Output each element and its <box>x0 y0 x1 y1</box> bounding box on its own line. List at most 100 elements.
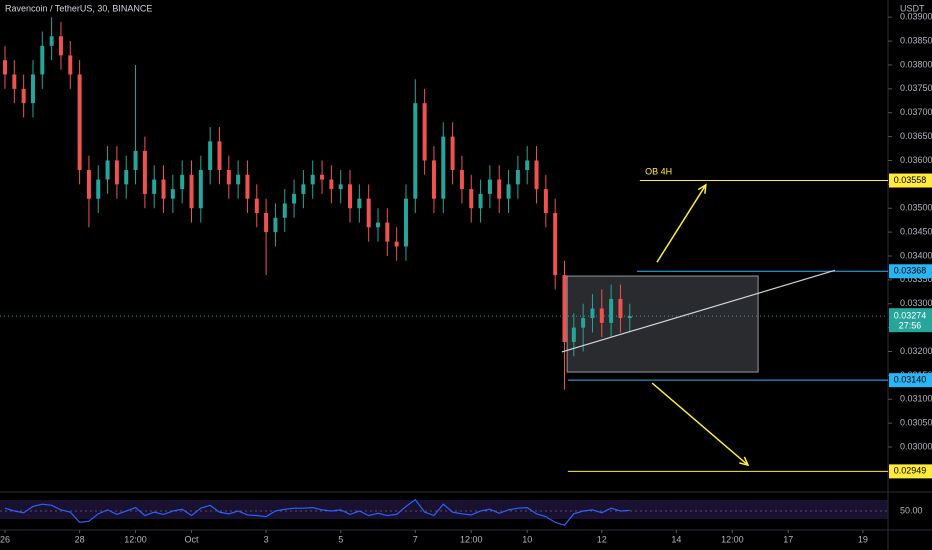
candle-body <box>403 198 408 247</box>
candle-body <box>198 170 203 209</box>
candle-body <box>68 55 73 75</box>
candle-body <box>627 316 632 319</box>
candle-body <box>301 184 306 194</box>
candle-body <box>348 184 353 209</box>
price-label-bg <box>889 373 932 388</box>
y-tick-label: 0.03800 <box>900 59 932 69</box>
candle-body <box>320 174 325 180</box>
chart-title: Ravencoin / TetherUS, 30, BINANCE <box>5 3 152 13</box>
candle-body <box>534 160 539 190</box>
y-tick-label: 0.03900 <box>900 12 932 22</box>
candle-body <box>170 189 175 199</box>
candle-body <box>96 179 101 199</box>
x-tick-label: 5 <box>338 534 343 544</box>
candle-body <box>431 160 436 199</box>
candle-body <box>245 174 250 199</box>
candle-body <box>338 184 343 190</box>
y-tick-label: 0.03500 <box>900 203 932 213</box>
candle-body <box>217 141 222 171</box>
candle-body <box>254 198 259 214</box>
price-label: 0.03140 <box>894 375 927 385</box>
arrow-head <box>697 183 707 194</box>
x-tick-label: 12:00 <box>460 534 483 544</box>
candle-body <box>226 170 231 185</box>
candle-body <box>12 74 17 89</box>
candle-body <box>21 88 26 104</box>
y-tick-label: 0.03050 <box>900 418 932 428</box>
candle-body <box>375 222 380 228</box>
y-tick-label: 0.03450 <box>900 226 932 236</box>
rsi-band <box>0 500 888 519</box>
candle-body <box>208 141 213 171</box>
candle-body <box>2 60 7 75</box>
y-tick-label: 0.03650 <box>900 131 932 141</box>
price-label: 0.03558 <box>894 175 927 185</box>
price-label: 0.02949 <box>894 466 927 476</box>
y-tick-label: 0.03100 <box>900 394 932 404</box>
candle-body <box>133 150 138 171</box>
countdown: 27:56 <box>899 321 922 331</box>
candle-body <box>273 217 278 233</box>
candle-body <box>282 203 287 218</box>
y-tick-label: 0.03750 <box>900 83 932 93</box>
candle-body <box>553 213 558 276</box>
candle-body <box>469 189 474 209</box>
candle-body <box>497 179 502 199</box>
x-tick-label: 10 <box>522 534 532 544</box>
candle-body <box>366 198 371 228</box>
candle-body <box>310 174 315 185</box>
candle-body <box>161 179 166 199</box>
x-tick-label: 17 <box>783 534 793 544</box>
arrow <box>656 184 707 263</box>
candle-body <box>189 174 194 209</box>
x-tick-label: 3 <box>264 534 269 544</box>
y-tick-label: 0.03850 <box>900 35 932 45</box>
x-tick-label: 12 <box>597 534 607 544</box>
candle-body <box>40 45 45 75</box>
candle-body <box>506 184 511 199</box>
rsi-tick-label: 50.00 <box>900 505 923 515</box>
candle-body <box>357 198 362 209</box>
x-tick-label: 28 <box>75 534 85 544</box>
candle-body <box>180 174 185 190</box>
y-tick-label: 0.03400 <box>900 250 932 260</box>
y-tick-label: 0.03000 <box>900 441 932 451</box>
y-tick-label: 0.03200 <box>900 346 932 356</box>
y-tick-label: 0.03350 <box>900 274 932 284</box>
candle-body <box>142 150 147 194</box>
candle-body <box>441 136 446 199</box>
candle-body <box>236 174 241 185</box>
candle-body <box>599 308 604 323</box>
candle-body <box>571 327 576 342</box>
rsi-line <box>4 498 630 526</box>
y-tick-label: 0.03700 <box>900 107 932 117</box>
x-tick-label: 26 <box>0 534 10 544</box>
x-tick-label: 12:00 <box>721 534 744 544</box>
candle-body <box>114 160 119 185</box>
candle-body <box>422 103 427 161</box>
annotation: OB 4H <box>645 166 672 176</box>
candle-body <box>459 170 464 190</box>
candle-body <box>590 308 595 319</box>
y-tick-label: 0.03300 <box>900 298 932 308</box>
candle-body <box>487 179 492 194</box>
price-label: 0.03368 <box>894 266 927 276</box>
price-label-bg <box>889 264 932 279</box>
candle-body <box>49 36 54 46</box>
x-tick-label: Oct <box>184 534 199 544</box>
candle-body <box>124 170 129 185</box>
candle-body <box>385 222 390 242</box>
current-price-label-bg <box>889 308 932 333</box>
x-tick-label: 19 <box>858 534 868 544</box>
candle-body <box>581 318 586 328</box>
candle-body <box>86 170 91 199</box>
candle-body <box>105 160 110 180</box>
price-label-bg <box>889 173 932 188</box>
candle-body <box>152 179 157 194</box>
candle-body <box>609 298 614 323</box>
arrow <box>651 382 749 466</box>
x-tick-label: 14 <box>671 534 681 544</box>
current-price-label: 0.03274 <box>894 311 927 321</box>
